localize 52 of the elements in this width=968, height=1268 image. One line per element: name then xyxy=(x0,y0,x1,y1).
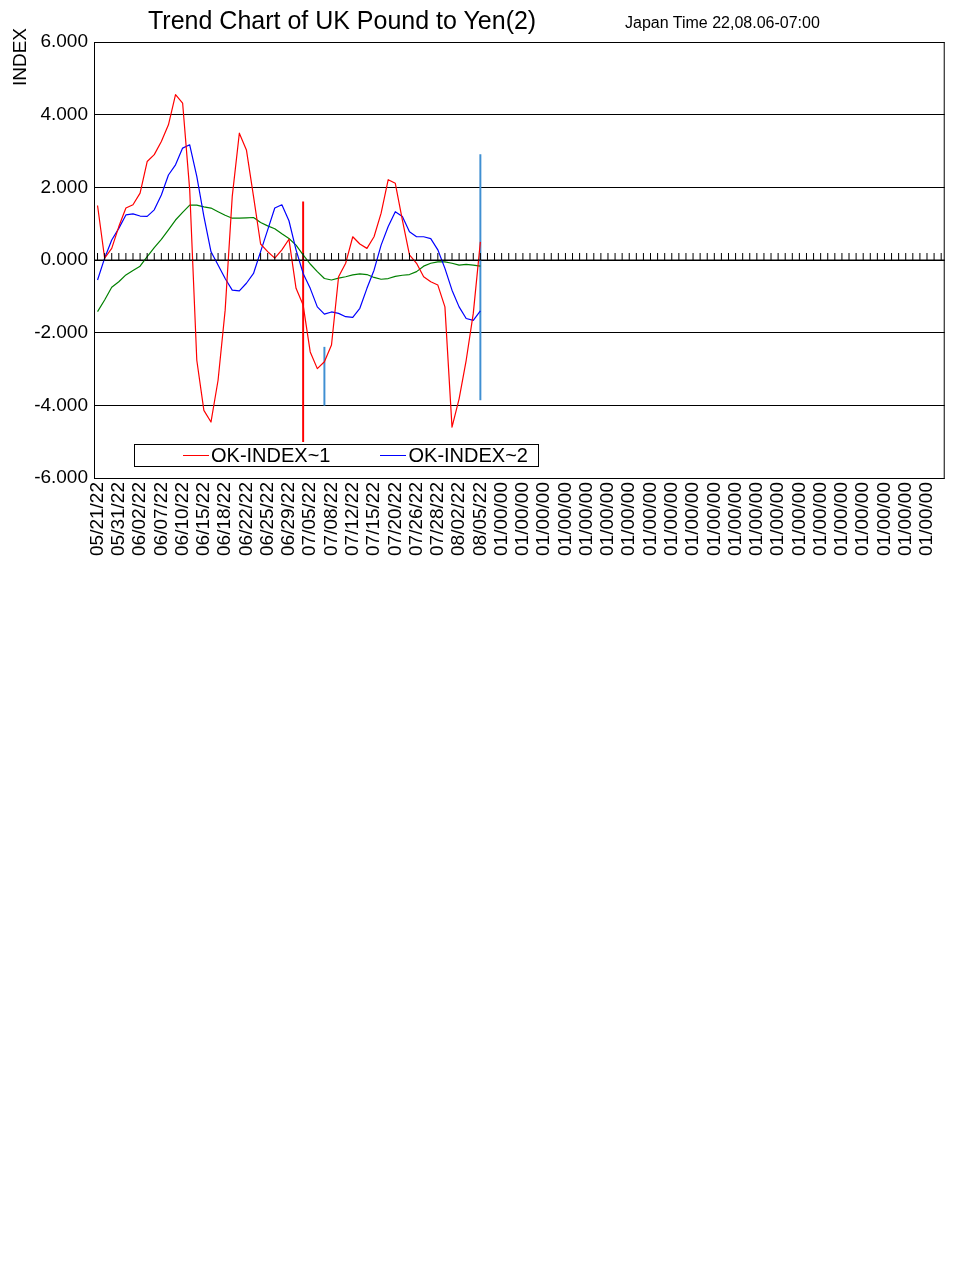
y-tick-label: 4.000 xyxy=(40,102,88,124)
x-tick-label: 08/02/22 xyxy=(447,482,469,556)
x-tick-label: 07/15/22 xyxy=(362,482,384,556)
x-tick-label: 01/00/00 xyxy=(766,482,788,556)
x-tick-label: 01/00/00 xyxy=(808,482,830,556)
x-tick-label: 01/00/00 xyxy=(787,482,809,556)
x-tick-label: 01/00/00 xyxy=(723,482,745,556)
x-tick-label: 01/00/00 xyxy=(617,482,639,556)
x-tick-label: 01/00/00 xyxy=(851,482,873,556)
x-tick-label: 07/26/22 xyxy=(404,482,426,556)
x-tick-label: 06/18/22 xyxy=(213,482,235,556)
legend-label: OK-INDEX~1 xyxy=(211,444,331,467)
y-tick-label: -4.000 xyxy=(34,393,88,415)
x-tick-label: 06/22/22 xyxy=(234,482,256,556)
y-tick-label: 2.000 xyxy=(40,175,88,197)
y-axis-title: INDEX xyxy=(9,26,31,89)
x-tick-label: 06/10/22 xyxy=(170,482,192,556)
x-tick-label: 01/00/00 xyxy=(702,482,724,556)
x-tick-label: 01/00/00 xyxy=(532,482,554,556)
x-tick-label: 01/00/00 xyxy=(681,482,703,556)
x-tick-label: 07/28/22 xyxy=(426,482,448,556)
x-tick-label: 01/00/00 xyxy=(489,482,511,556)
x-tick-label: 01/00/00 xyxy=(830,482,852,556)
x-tick-label: 07/20/22 xyxy=(383,482,405,556)
x-tick-label: 01/00/00 xyxy=(660,482,682,556)
x-tick-label: 01/00/00 xyxy=(596,482,618,556)
x-tick-label: 06/07/22 xyxy=(149,482,171,556)
x-tick-label: 05/21/22 xyxy=(85,482,107,556)
x-tick-label: 08/05/22 xyxy=(468,482,490,556)
chart-title: Trend Chart of UK Pound to Yen(2) xyxy=(148,6,537,35)
legend-label: OK-INDEX~2 xyxy=(408,444,528,467)
x-tick-label: 06/15/22 xyxy=(192,482,214,556)
x-tick-label: 05/31/22 xyxy=(107,482,129,556)
x-tick-label: 01/00/00 xyxy=(745,482,767,556)
x-tick-label: 01/00/00 xyxy=(915,482,937,556)
chart-subtitle: Japan Time 22,08.06-07:00 xyxy=(625,14,820,32)
x-tick-label: 01/00/00 xyxy=(872,482,894,556)
x-tick-label: 07/08/22 xyxy=(319,482,341,556)
y-tick-label: 0.000 xyxy=(40,248,88,270)
x-tick-label: 06/02/22 xyxy=(128,482,150,556)
x-tick-label: 01/00/00 xyxy=(511,482,533,556)
y-tick-label: -2.000 xyxy=(34,320,88,342)
x-tick-label: 01/00/00 xyxy=(574,482,596,556)
x-tick-label: 01/00/00 xyxy=(638,482,660,556)
y-tick-label: -6.000 xyxy=(34,466,88,488)
x-tick-label: 06/29/22 xyxy=(277,482,299,556)
x-tick-label: 06/25/22 xyxy=(255,482,277,556)
x-tick-label: 07/05/22 xyxy=(298,482,320,556)
x-tick-label: 01/00/00 xyxy=(893,482,915,556)
x-tick-label: 01/00/00 xyxy=(553,482,575,556)
x-tick-label: 07/12/22 xyxy=(340,482,362,556)
y-tick-label: 6.000 xyxy=(40,30,88,52)
